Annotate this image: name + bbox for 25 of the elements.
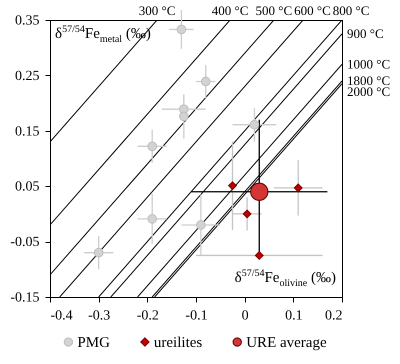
series-label: 900 °C [347,26,384,41]
series-label: 600 °C [294,3,331,18]
legend-label: PMG [77,335,110,351]
y-tick-label: 0.35 [15,14,40,28]
x-tick-label: 0.2 [325,308,342,324]
x-tick-label: 0.1 [285,308,303,324]
y-tick-label: -0.15 [10,290,40,306]
x-axis-title: δ$^{57/54}$Fe$_{olivine}$ (‰) [234,268,336,289]
legend-label: URE average [246,335,327,351]
series-label: 400 °C [212,3,248,18]
y-tick-label: 0.25 [15,68,40,84]
series-label: 800 °C [332,3,370,18]
y-tick-label: 0.15 [15,124,40,140]
legend-label: ureilites [154,335,202,351]
series-label: 300 °C [138,3,176,18]
x-tick-label: -0.1 [185,308,208,324]
series-label: 1800 °C [347,72,390,88]
x-tick-label: -0.3 [88,308,110,324]
series-label: 1000 °C [347,56,390,72]
series-label: 500 °C [256,3,292,18]
y-tick-label: -0.05 [10,235,40,250]
x-tick-label: -0.4 [50,308,73,324]
x-tick-label: -0.2 [136,308,159,324]
y-tick-label: 0.05 [15,180,40,195]
x-tick-label: 0 [242,308,249,324]
